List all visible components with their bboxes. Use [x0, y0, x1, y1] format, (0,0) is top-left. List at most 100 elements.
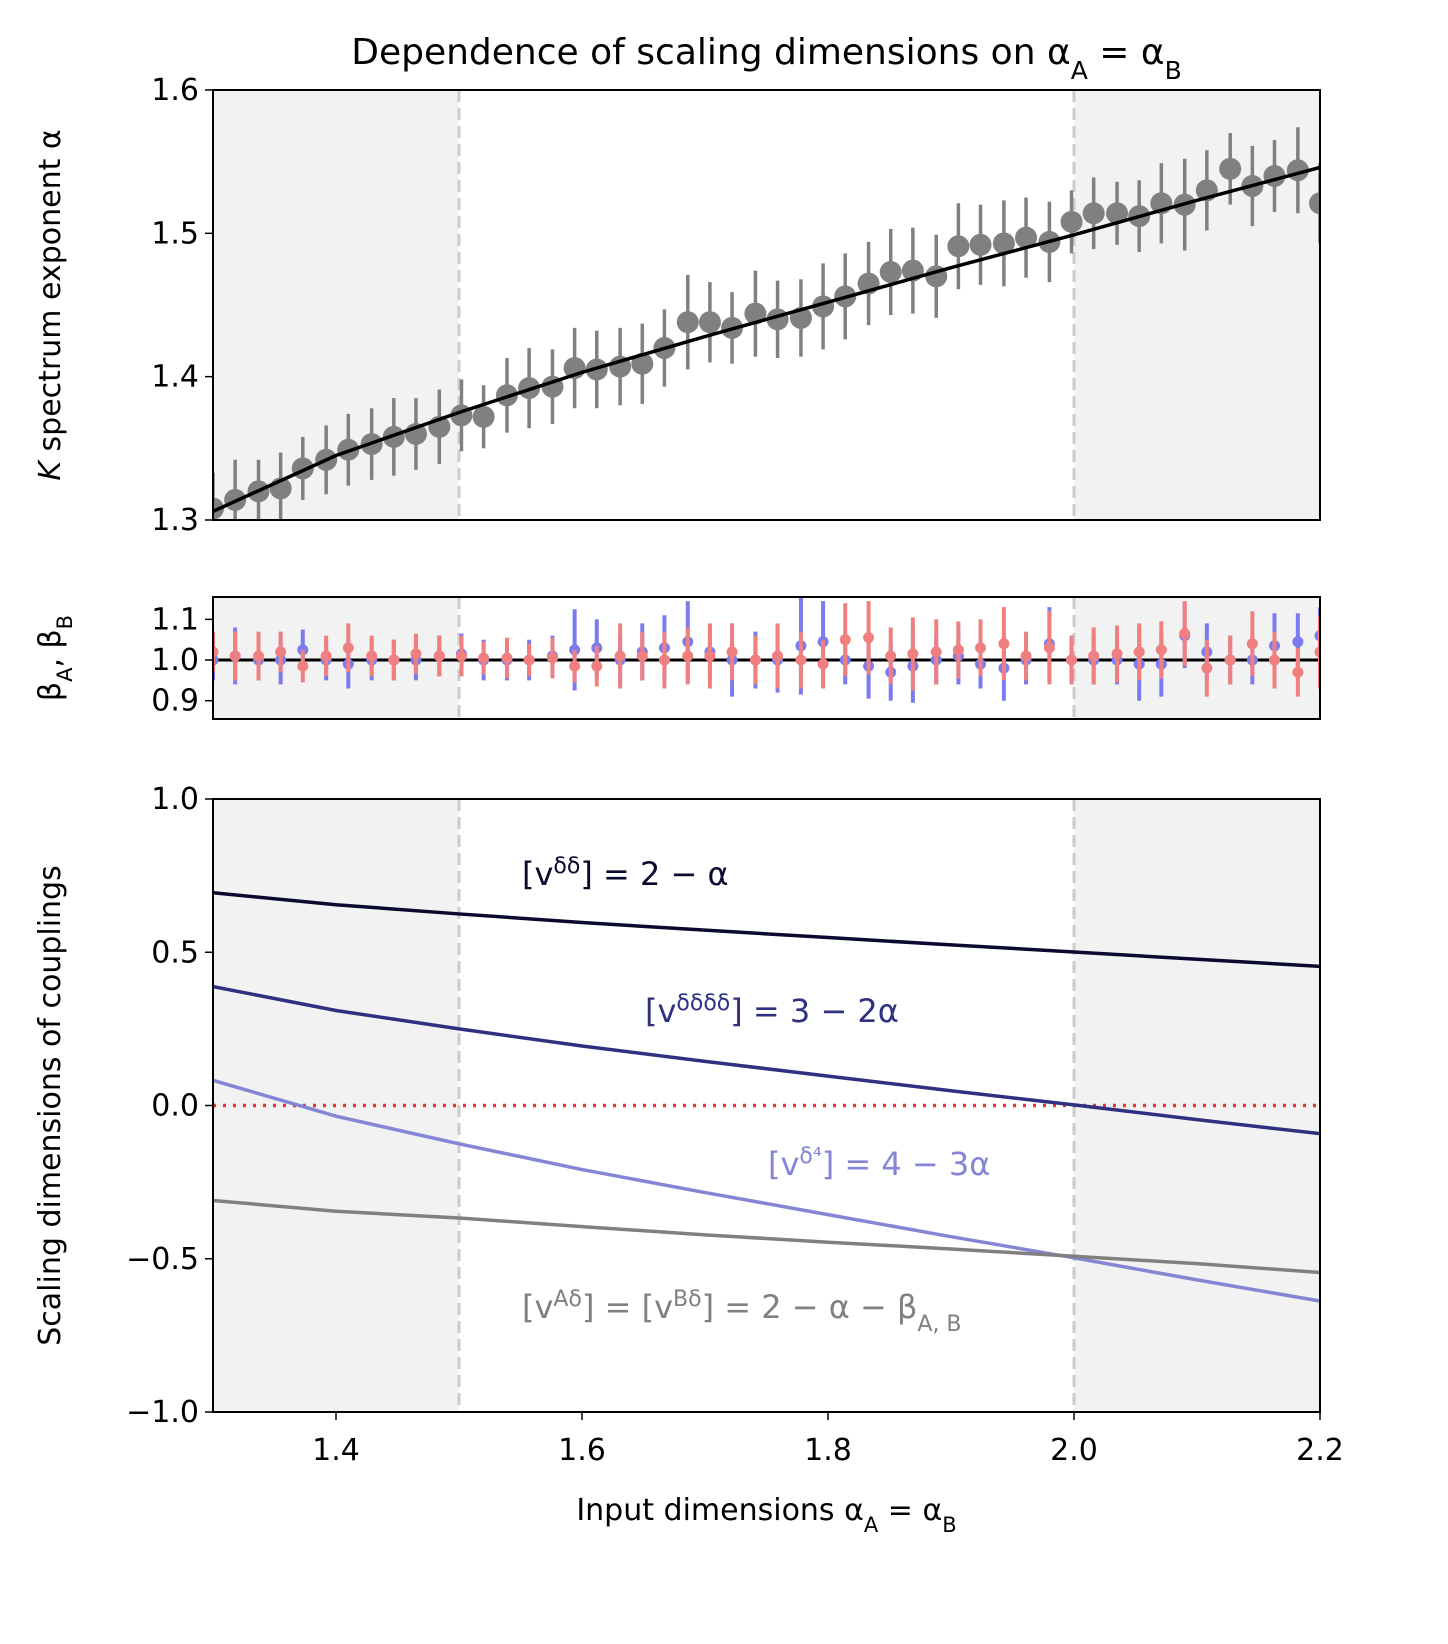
data-point [704, 650, 716, 662]
text-part: A [864, 1513, 879, 1537]
data-point [1292, 636, 1304, 648]
text-part: ] = 2 − α [580, 855, 728, 893]
shaded-region [213, 597, 459, 719]
shaded-region [1074, 90, 1320, 520]
text-part: Bδ [673, 1287, 702, 1312]
data-point [839, 634, 851, 646]
data-point [275, 646, 287, 658]
data-point [726, 646, 738, 658]
text-part: A [53, 667, 77, 682]
data-point [1268, 654, 1280, 666]
axes-frame [212, 596, 1321, 720]
data-point [229, 650, 241, 662]
data-point [947, 235, 970, 258]
y-tick-label: 1.0 [151, 782, 199, 817]
line [213, 984, 1320, 1136]
x-tick-label: 1.4 [312, 1433, 360, 1468]
data-point [1060, 210, 1083, 233]
data-point [1106, 202, 1129, 225]
text-part: , β [33, 629, 68, 667]
data-point [1314, 646, 1320, 658]
line [213, 1078, 1320, 1303]
line-label: [vδδ] = 2 − α [522, 854, 729, 894]
x-tick-label: 2.2 [1296, 1433, 1344, 1468]
data-point [631, 352, 654, 375]
chart-title: Dependence of scaling dimensions on αA =… [351, 32, 1182, 85]
data-point [523, 654, 535, 666]
shaded-region [213, 90, 459, 520]
text-part: [v [768, 1145, 799, 1183]
data-point [749, 654, 761, 666]
data-point [998, 638, 1010, 650]
data-point [952, 644, 964, 656]
y-tick-label: 0.0 [151, 1089, 199, 1124]
data-point [658, 654, 670, 666]
data-point [930, 646, 942, 658]
axes-frame [212, 89, 1321, 521]
data-point [907, 648, 919, 660]
data-point [1133, 646, 1145, 658]
data-point [1082, 202, 1105, 225]
x-tick-label: 1.6 [558, 1433, 606, 1468]
data-point [969, 233, 992, 256]
text-part: B [942, 1513, 956, 1537]
text-part: [v [645, 992, 676, 1030]
data-point [817, 658, 829, 670]
text-part: ] = 3 − 2α [730, 992, 899, 1030]
y-tick-label: 1.1 [151, 602, 199, 637]
data-point [297, 660, 309, 672]
data-point [253, 650, 265, 662]
data-point [992, 232, 1015, 255]
data-point [1155, 644, 1167, 656]
data-point [1309, 192, 1320, 215]
text-part: Aδ [553, 1287, 582, 1312]
data-point [698, 311, 721, 334]
text-part: A [1071, 56, 1088, 85]
plot-area [213, 799, 1320, 1412]
text-part: spectrum exponent α [33, 129, 68, 461]
y-tick-label: 1.3 [151, 503, 199, 538]
text-part: β [33, 682, 68, 701]
data-point [366, 650, 378, 662]
x-tick-label: 2.0 [1050, 1433, 1098, 1468]
line [213, 1198, 1320, 1275]
data-point [879, 261, 902, 284]
y-tick-label: 0.9 [151, 684, 199, 719]
data-point [1224, 654, 1236, 666]
y-tick-label: 1.5 [151, 216, 199, 251]
shaded-region [1074, 597, 1320, 719]
data-point [410, 648, 422, 660]
text-part: [v [522, 1288, 553, 1326]
x-tick-label: 1.8 [804, 1433, 852, 1468]
text-part: = α [878, 1493, 942, 1528]
text-part: Dependence of scaling dimensions on α [351, 32, 1070, 73]
data-point [478, 652, 490, 664]
data-point [1292, 666, 1304, 678]
line [213, 891, 1320, 969]
data-point [1015, 226, 1038, 249]
y-tick-label: −1.0 [126, 1395, 199, 1430]
data-point [433, 650, 445, 662]
y-tick-label: 0.5 [151, 935, 199, 970]
line-label: [vδ⁴] = 4 − 3α [768, 1144, 990, 1184]
text-part: ] = 4 − 3α [822, 1145, 991, 1183]
data-point [772, 650, 784, 662]
data-point [213, 646, 219, 658]
data-point [1088, 650, 1100, 662]
text-part: ] = 2 − α − β [702, 1288, 918, 1326]
line-label: [vδδδδ] = 3 − 2α [645, 991, 899, 1031]
data-point [863, 632, 875, 644]
text-part: δδ [553, 854, 580, 879]
data-point [569, 660, 581, 672]
text-part: B [1165, 56, 1182, 85]
plot-area [213, 90, 1320, 520]
x-axis-label: Input dimensions αA = αB [576, 1493, 956, 1537]
y-tick-label: −0.5 [126, 1242, 199, 1277]
fit-line [213, 165, 1320, 513]
text-part: A, B [917, 1312, 961, 1337]
text-part: ] = [v [582, 1288, 673, 1326]
data-point [1111, 648, 1123, 660]
data-point [1201, 662, 1213, 674]
data-point [342, 642, 354, 654]
